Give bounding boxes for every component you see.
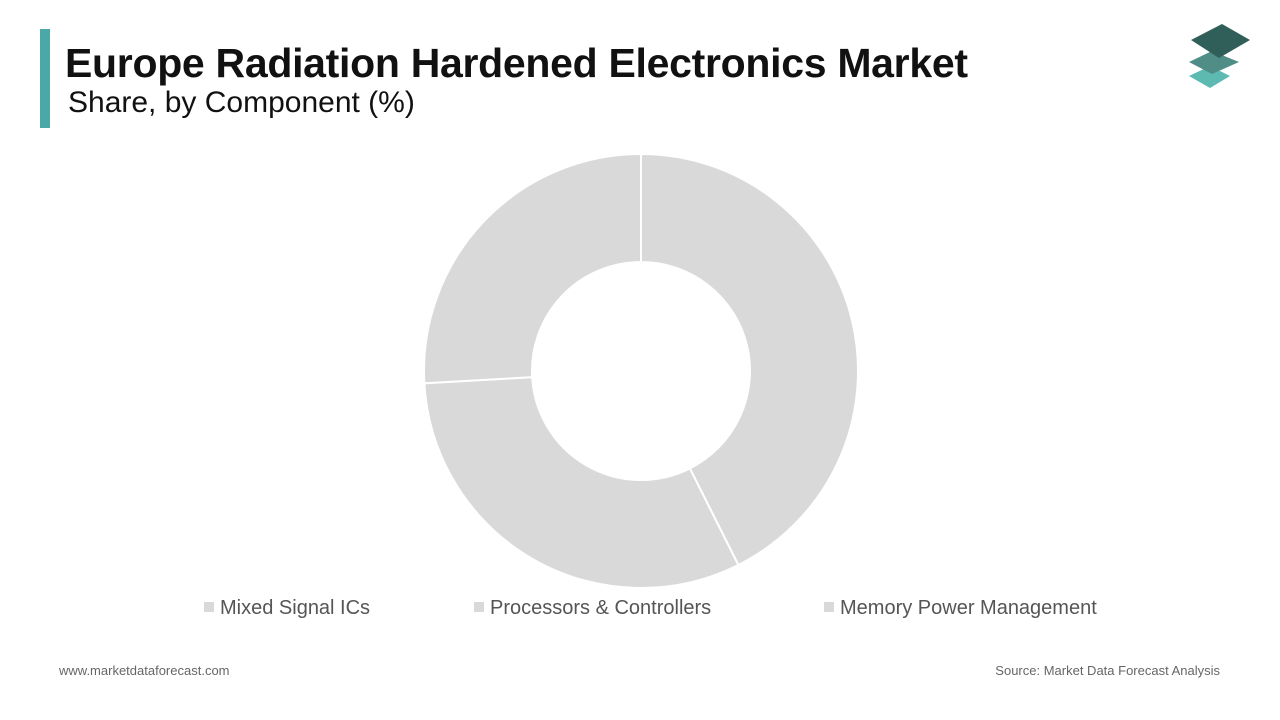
- legend-swatch-2: [474, 602, 484, 612]
- logo-layer-bottom: [1189, 66, 1230, 88]
- brand-logo-icon: [1189, 24, 1250, 88]
- donut-slices: [423, 152, 859, 589]
- footer-website: www.marketdataforecast.com: [59, 663, 230, 678]
- donut-slice-1: [640, 152, 859, 567]
- donut-slice-3: [423, 152, 642, 385]
- donut-slice-2: [423, 376, 740, 589]
- legend-swatch-3: [824, 602, 834, 612]
- legend-swatch-1: [204, 602, 214, 612]
- page-subtitle: Share, by Component (%): [68, 86, 415, 119]
- logo-layer-top: [1191, 24, 1250, 58]
- legend-label-3: Memory Power Management: [840, 597, 1097, 619]
- title-accent-bar: [40, 29, 50, 128]
- page-title: Europe Radiation Hardened Electronics Ma…: [65, 40, 968, 86]
- legend-label-2: Processors & Controllers: [490, 597, 711, 619]
- logo-layer-middle: [1189, 51, 1239, 74]
- legend-label-1: Mixed Signal ICs: [220, 597, 370, 619]
- footer-source: Source: Market Data Forecast Analysis: [995, 663, 1220, 678]
- chart-legend: Mixed Signal ICs Processors & Controllers…: [204, 597, 1097, 619]
